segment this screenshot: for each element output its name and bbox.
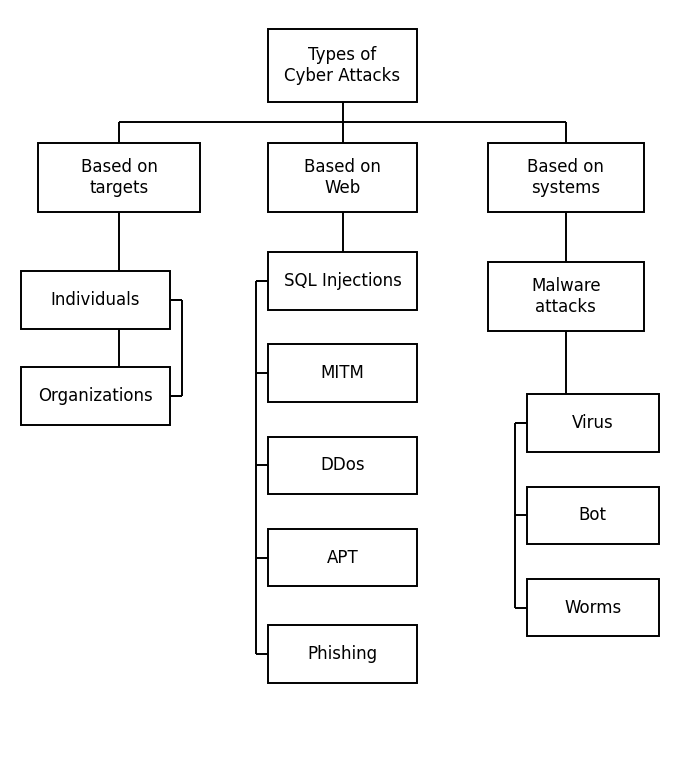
FancyBboxPatch shape — [488, 262, 644, 331]
FancyBboxPatch shape — [527, 579, 659, 636]
Text: Based on
systems: Based on systems — [527, 158, 604, 197]
Text: Types of
Cyber Attacks: Types of Cyber Attacks — [284, 47, 401, 85]
Text: Worms: Worms — [564, 598, 621, 617]
FancyBboxPatch shape — [268, 344, 417, 402]
Text: Based on
Web: Based on Web — [304, 158, 381, 197]
FancyBboxPatch shape — [268, 529, 417, 587]
Text: Malware
attacks: Malware attacks — [531, 277, 601, 315]
FancyBboxPatch shape — [21, 271, 170, 329]
Text: DDos: DDos — [320, 456, 365, 475]
Text: Organizations: Organizations — [38, 387, 153, 405]
FancyBboxPatch shape — [268, 252, 417, 310]
Text: Virus: Virus — [572, 414, 614, 432]
FancyBboxPatch shape — [488, 142, 644, 211]
Text: Individuals: Individuals — [51, 291, 140, 309]
FancyBboxPatch shape — [268, 437, 417, 494]
FancyBboxPatch shape — [268, 142, 417, 211]
Text: Bot: Bot — [579, 507, 607, 524]
FancyBboxPatch shape — [21, 368, 170, 425]
FancyBboxPatch shape — [38, 142, 201, 211]
FancyBboxPatch shape — [527, 486, 659, 544]
Text: APT: APT — [327, 549, 358, 566]
FancyBboxPatch shape — [268, 625, 417, 682]
Text: Based on
targets: Based on targets — [81, 158, 158, 197]
FancyBboxPatch shape — [268, 30, 417, 102]
Text: Phishing: Phishing — [308, 645, 377, 663]
Text: MITM: MITM — [321, 364, 364, 382]
Text: SQL Injections: SQL Injections — [284, 272, 401, 290]
FancyBboxPatch shape — [527, 394, 659, 452]
